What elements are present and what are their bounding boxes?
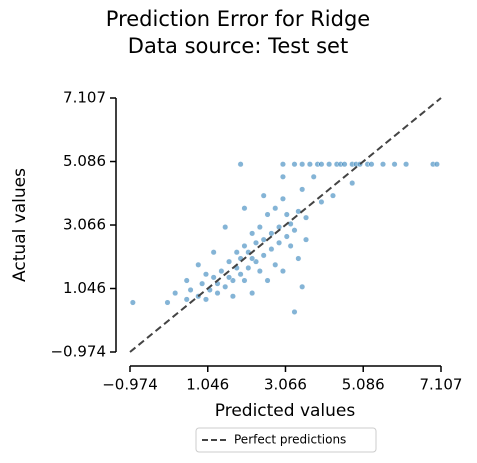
point	[210, 249, 217, 256]
chart-title: Prediction Error for Ridge	[106, 7, 370, 31]
point	[256, 224, 263, 231]
point	[164, 299, 171, 306]
point	[264, 277, 271, 284]
point	[306, 161, 313, 168]
x-tick-label: 3.066	[264, 376, 307, 394]
point	[272, 205, 279, 212]
point	[279, 161, 286, 168]
point	[299, 283, 306, 290]
point	[260, 192, 267, 199]
point	[260, 236, 267, 243]
point	[279, 195, 286, 202]
x-tick-label: 5.086	[342, 376, 385, 394]
point	[187, 286, 194, 294]
point	[249, 290, 256, 297]
y-tick-label: 5.086	[63, 152, 106, 170]
y-tick-label: 1.046	[63, 279, 106, 297]
point	[329, 192, 337, 199]
x-tick-label: 7.107	[420, 376, 463, 394]
point	[264, 211, 271, 218]
point	[299, 161, 306, 168]
point	[368, 161, 375, 168]
point	[287, 242, 294, 249]
point	[226, 258, 233, 265]
point	[318, 198, 325, 205]
y-tick-label: −0.974	[50, 343, 106, 361]
point	[202, 296, 210, 303]
point	[183, 277, 190, 284]
point	[268, 246, 275, 253]
x-tick-label: −0.974	[102, 376, 158, 394]
y-tick-label: 7.107	[63, 89, 106, 107]
point	[237, 161, 244, 168]
point	[202, 271, 210, 278]
point	[249, 230, 256, 237]
point	[349, 180, 356, 187]
point	[129, 299, 136, 306]
point	[310, 173, 317, 180]
point	[195, 261, 202, 268]
point	[252, 239, 260, 246]
point	[214, 290, 221, 297]
point	[283, 211, 290, 218]
point	[222, 283, 229, 290]
x-axis-label: Predicted values	[215, 401, 356, 421]
point	[249, 255, 256, 262]
point	[241, 205, 248, 212]
x-tick-label: 1.046	[186, 376, 229, 394]
y-axis-label: Actual values	[10, 168, 30, 282]
point	[299, 186, 306, 193]
point	[341, 161, 348, 168]
point	[233, 249, 240, 256]
point	[260, 252, 267, 259]
chart-subtitle: Data source: Test set	[128, 34, 348, 58]
point	[183, 296, 190, 303]
point	[218, 268, 225, 275]
point	[302, 236, 310, 243]
point	[241, 242, 248, 249]
point	[291, 227, 298, 234]
point	[272, 261, 279, 268]
legend-label: Perfect predictions	[234, 433, 346, 447]
point	[318, 161, 325, 168]
point	[279, 268, 286, 275]
point	[403, 161, 410, 168]
point	[241, 277, 248, 284]
point	[295, 255, 302, 262]
point	[326, 161, 333, 168]
point	[295, 208, 302, 215]
point	[222, 224, 229, 231]
reference-line	[129, 97, 442, 353]
point	[302, 214, 310, 221]
point	[226, 274, 233, 281]
point	[279, 173, 286, 180]
point	[245, 264, 252, 272]
point	[276, 239, 283, 246]
point	[229, 293, 236, 300]
point	[237, 271, 244, 278]
legend-box	[195, 427, 377, 453]
point	[199, 280, 206, 287]
point	[433, 161, 440, 168]
point	[379, 161, 387, 168]
y-tick-label: 3.066	[63, 216, 106, 234]
point	[268, 230, 275, 237]
point	[391, 161, 398, 168]
point	[291, 308, 298, 316]
point	[172, 290, 179, 297]
point	[287, 220, 294, 227]
point	[283, 233, 290, 240]
point	[256, 268, 263, 275]
point	[291, 161, 298, 168]
point	[210, 274, 217, 281]
